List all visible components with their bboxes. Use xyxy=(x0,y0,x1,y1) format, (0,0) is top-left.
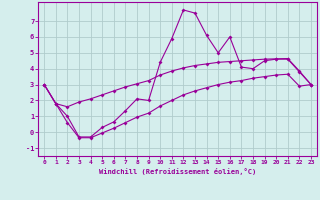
X-axis label: Windchill (Refroidissement éolien,°C): Windchill (Refroidissement éolien,°C) xyxy=(99,168,256,175)
